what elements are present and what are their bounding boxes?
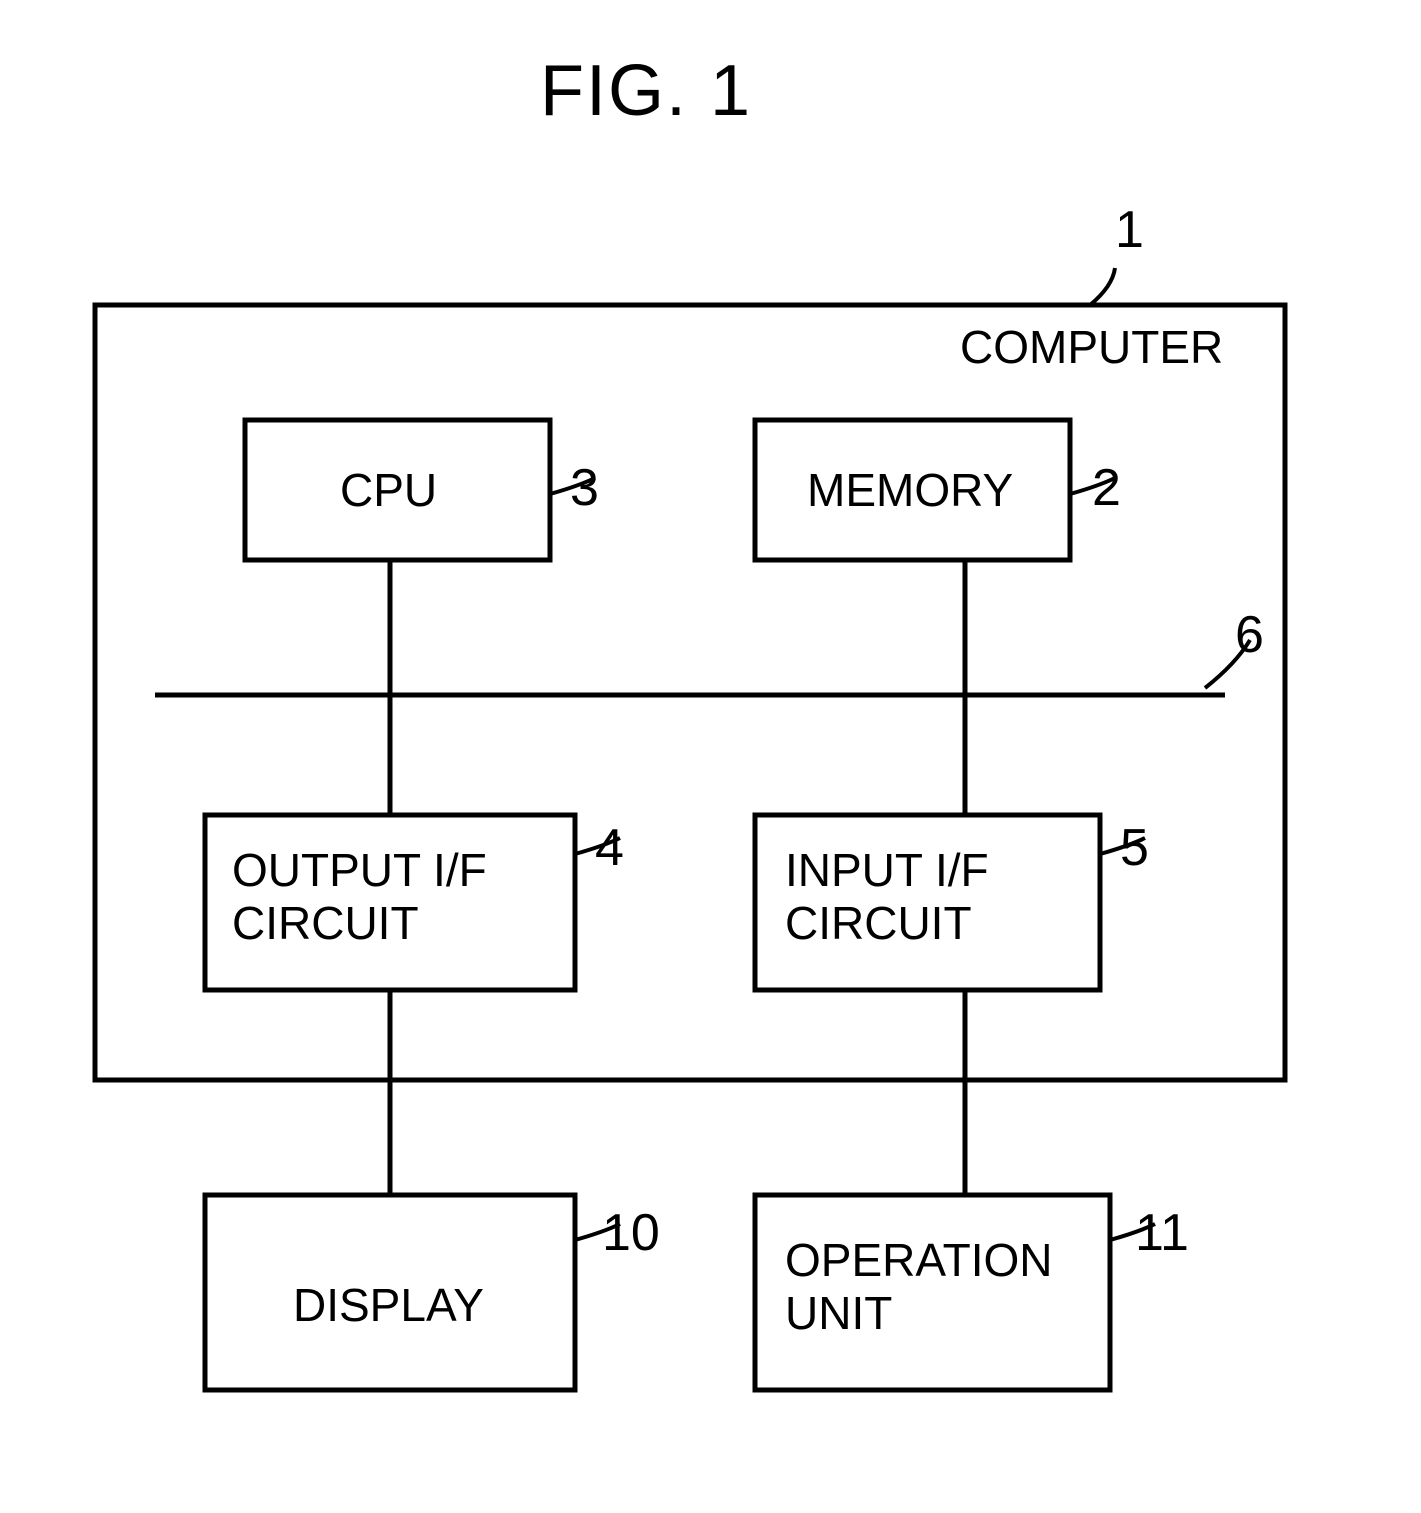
node-label-outif: OUTPUT I/F CIRCUIT (232, 844, 487, 950)
node-ref-memory: 2 (1092, 458, 1121, 518)
diagram-svg (0, 0, 1421, 1513)
container-ref: 1 (1115, 200, 1144, 260)
figure-title: FIG. 1 (540, 50, 752, 132)
diagram-container: FIG. 1 1 COMPUTER 6 CPU 3 MEMORY 2 OUTPUT I/… (0, 0, 1421, 1513)
node-ref-display: 10 (602, 1203, 660, 1263)
bus-ref: 6 (1235, 605, 1264, 665)
node-ref-outif: 4 (595, 818, 624, 878)
node-ref-inif: 5 (1120, 818, 1149, 878)
container-label: COMPUTER (960, 320, 1223, 374)
node-label-cpu: CPU (340, 464, 437, 517)
node-label-opunit: OPERATION UNIT (785, 1234, 1053, 1340)
node-label-memory: MEMORY (807, 464, 1013, 517)
node-ref-cpu: 3 (570, 458, 599, 518)
node-label-display: DISPLAY (293, 1279, 484, 1332)
node-label-inif: INPUT I/F CIRCUIT (785, 844, 989, 950)
node-ref-opunit: 11 (1135, 1203, 1189, 1263)
